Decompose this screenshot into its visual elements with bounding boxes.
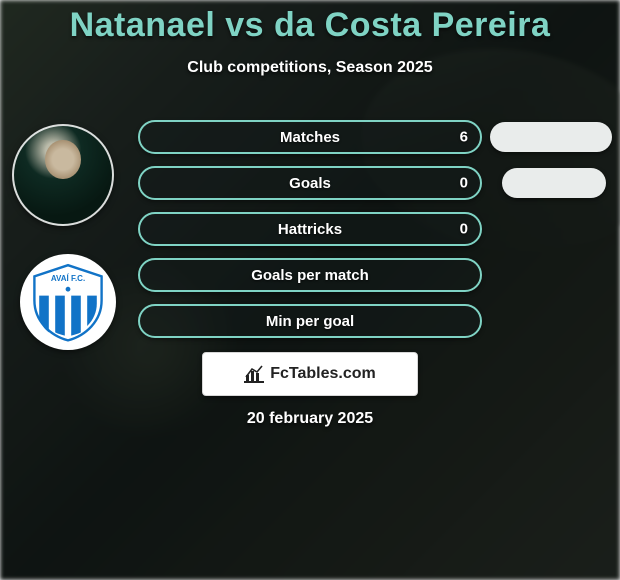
stat-row-matches: Matches 6 [138,120,482,154]
stat-row-min-per-goal: Min per goal [138,304,482,338]
stat-left-value: 6 [460,129,468,146]
stat-row-hattricks: Hattricks 0 [138,212,482,246]
page-title: Natanael vs da Costa Pereira [0,6,620,45]
stat-label: Goals [289,175,331,192]
stat-label: Matches [280,129,340,146]
infographic-content: Natanael vs da Costa Pereira Club compet… [0,0,620,580]
stat-label: Goals per match [251,267,369,284]
stat-row-goals: Goals 0 [138,166,482,200]
subtitle: Club competitions, Season 2025 [0,59,620,77]
footer-date: 20 february 2025 [0,410,620,428]
stat-label: Hattricks [278,221,342,238]
svg-text:AVAÍ F.C.: AVAÍ F.C. [51,274,85,283]
pill-matches-right [490,122,612,152]
stats-column: Matches 6 Goals 0 Hattricks 0 Goals per … [138,120,482,350]
stat-left-value: 0 [460,175,468,192]
source-badge: FcTables.com [202,352,418,396]
player-right-club-badge: AVAÍ F.C. [20,254,116,350]
pill-goals-right [502,168,606,198]
bar-chart-icon [244,365,264,383]
player-left-avatar [12,124,114,226]
source-label: FcTables.com [270,365,376,383]
stat-left-value: 0 [460,221,468,238]
avatars-column: AVAÍ F.C. [8,124,118,350]
stat-label: Min per goal [266,313,354,330]
right-value-pills [490,120,612,214]
club-shield-icon: AVAÍ F.C. [28,262,108,342]
stat-row-goals-per-match: Goals per match [138,258,482,292]
